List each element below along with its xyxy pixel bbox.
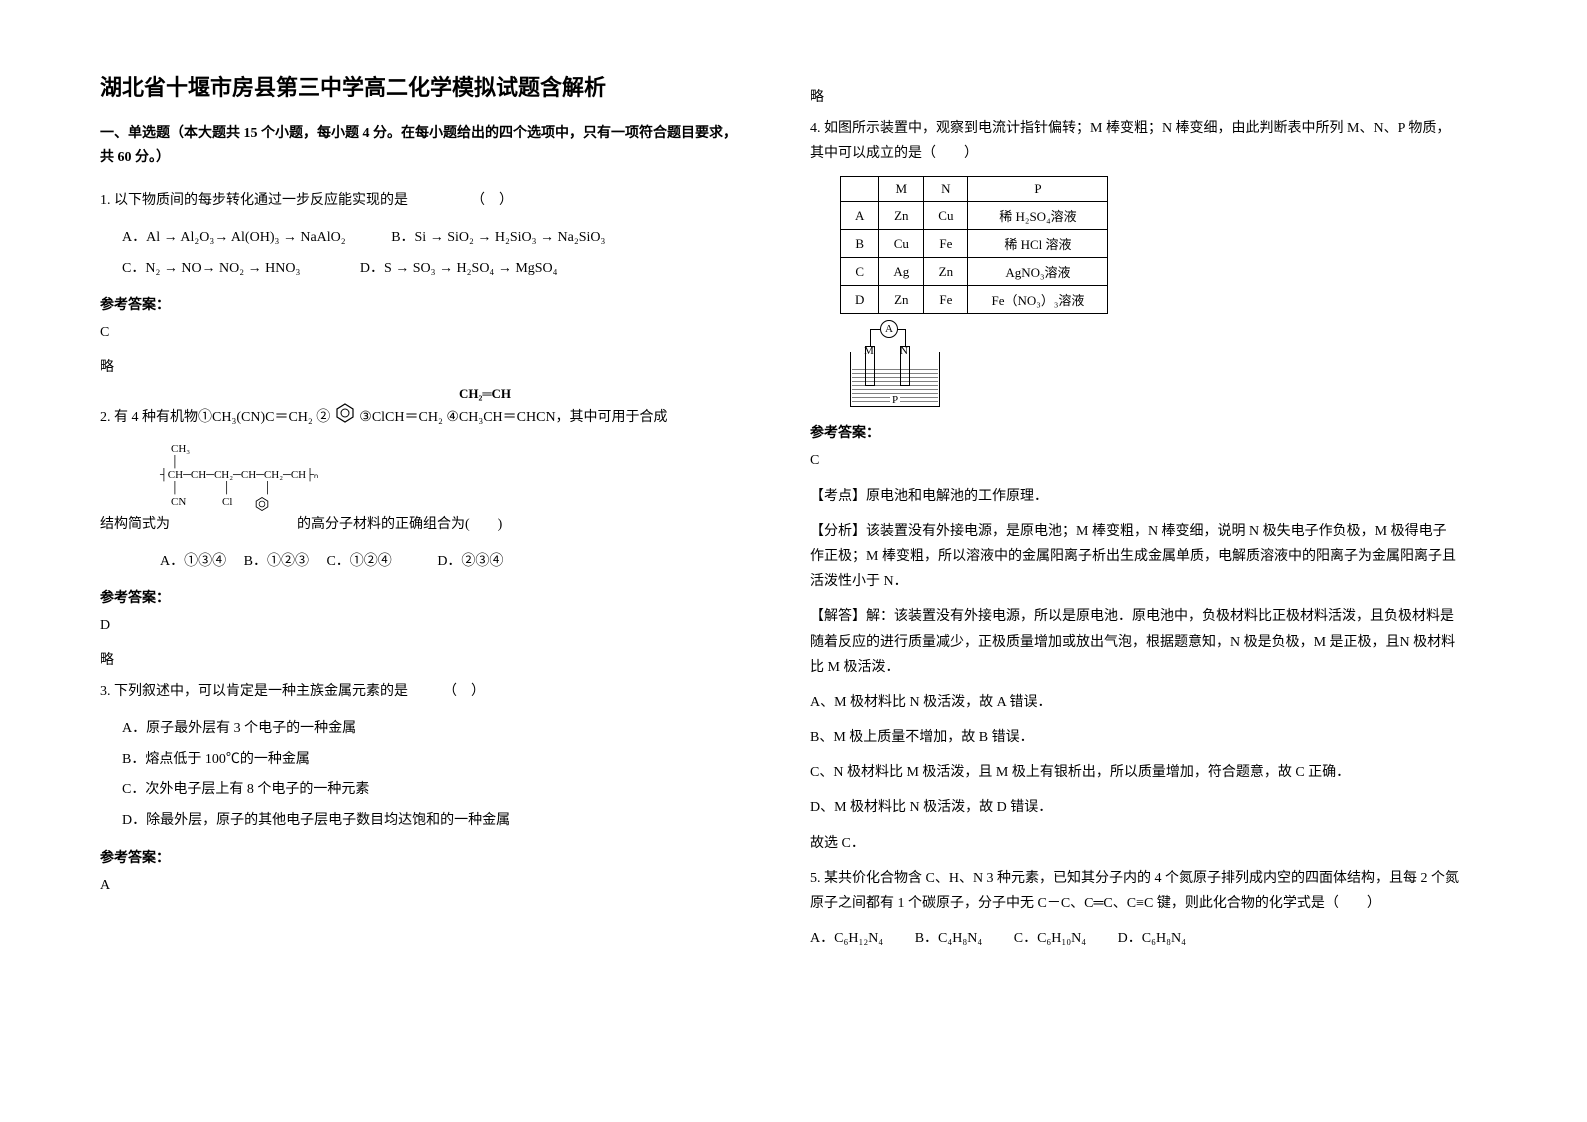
- q5-stem: 5. 某共价化合物含 C、H、N 3 种元素，已知其分子内的 4 个氮原子排列成…: [810, 866, 1460, 916]
- q1-ref-label: 参考答案：: [100, 294, 750, 314]
- q2-opt-a: A．①③④: [160, 554, 226, 569]
- q2-polymer-formula: CH₃ │ ┤CH─CH─CH₂─CH─CH₂─CH├ₙ │ │ │ CN Cl: [160, 443, 750, 512]
- q2-answer: D: [100, 613, 750, 638]
- q1-opt-a: A．Al → Al₂O₃→ Al(OH)₃ → NaAlO₂: [122, 230, 346, 245]
- cell: 稀 HCl 溶液: [968, 230, 1108, 258]
- cell: Fe: [924, 230, 968, 258]
- q4-expl-a: A、M 极材料比 N 极活泼，故 A 错误．: [810, 690, 1460, 715]
- q2-stem-post: 结构简式为: [100, 517, 170, 532]
- q5-opt-a: A．C₆H₁₂N₄: [810, 931, 883, 946]
- th-m: M: [879, 177, 924, 202]
- cell: Ag: [879, 258, 924, 286]
- q2-stem-mid: ③ClCH＝CH₂ ④CH₃CH＝CHCN，其中可用于合成: [359, 409, 667, 424]
- doc-title: 湖北省十堰市房县第三中学高二化学模拟试题含解析: [100, 70, 750, 102]
- cell: Zn: [879, 202, 924, 230]
- cell: 稀 H₂SO₄溶液: [968, 202, 1108, 230]
- q1-options: A．Al → Al₂O₃→ Al(OH)₃ → NaAlO₂ B．Si → Si…: [122, 223, 750, 285]
- q2-stem-end: 的高分子材料的正确组合为( ): [297, 517, 502, 532]
- cell: Fe: [924, 286, 968, 314]
- q2-formula-top: CH₂═CH: [220, 386, 750, 402]
- cell: Fe（NO₃）₃溶液: [968, 286, 1108, 314]
- right-column: 略 4. 如图所示装置中，观察到电流计指针偏转；M 棒变粗；N 棒变细，由此判断…: [810, 70, 1460, 961]
- q4-expl-b: B、M 极上质量不增加，故 B 错误．: [810, 725, 1460, 750]
- cell: B: [841, 230, 879, 258]
- cell: A: [841, 202, 879, 230]
- q2-ref-label: 参考答案：: [100, 587, 750, 607]
- table-row: C Ag Zn AgNO₃溶液: [841, 258, 1108, 286]
- cell: D: [841, 286, 879, 314]
- cell: AgNO₃溶液: [968, 258, 1108, 286]
- q3-opt-d: D．除最外层，原子的其他电子层电子数目均达饱和的一种金属: [122, 806, 750, 837]
- q3-opt-c: C．次外电子层上有 8 个电子的一种元素: [122, 775, 750, 806]
- q2-skip: 略: [100, 649, 750, 669]
- th-n: N: [924, 177, 968, 202]
- q2-stem-line2: 结构简式为 的高分子材料的正确组合为( ): [100, 512, 750, 537]
- col2-skip: 略: [810, 86, 1460, 106]
- q2-stem-line1: 2. 有 4 种有机物①CH₃(CN)C＝CH₂ ② ③ClCH＝CH₂ ④CH…: [100, 402, 750, 433]
- section-intro: 一、单选题（本大题共 15 个小题，每小题 4 分。在每小题给出的四个选项中，只…: [100, 122, 750, 170]
- q2-opt-d: D．②③④: [437, 554, 503, 569]
- q1-skip: 略: [100, 356, 750, 376]
- q1-opt-b: B．Si → SiO₂ → H₂SiO₃ → Na₂SiO₃: [391, 230, 605, 245]
- q4-expl-c: C、N 极材料比 M 极活泼，且 M 极上有银析出，所以质量增加，符合题意，故 …: [810, 760, 1460, 785]
- ammeter-icon: A: [880, 320, 898, 338]
- q1-stem: 1. 以下物质间的每步转化通过一步反应能实现的是 （ ）: [100, 188, 750, 213]
- cell: C: [841, 258, 879, 286]
- benzene-ring-icon: [334, 402, 356, 433]
- q2-opt-c: C．①②④: [326, 554, 391, 569]
- q4-explain-head: 【解答】解：该装置没有外接电源，所以是原电池．原电池中，负极材料比正极材料活泼，…: [810, 604, 1460, 680]
- q1-opt-c: C．N₂ → NO→ NO₂ → HNO₃: [122, 261, 300, 276]
- q5-opt-d: D．C₆H₈N₄: [1118, 931, 1186, 946]
- q3-ref-label: 参考答案：: [100, 847, 750, 867]
- q1-answer: C: [100, 320, 750, 345]
- table-row: D Zn Fe Fe（NO₃）₃溶液: [841, 286, 1108, 314]
- q4-choose: 故选 C．: [810, 831, 1460, 856]
- q4-answer: C: [810, 448, 1460, 473]
- q4-stem: 4. 如图所示装置中，观察到电流计指针偏转；M 棒变粗；N 棒变细，由此判断表中…: [810, 116, 1460, 166]
- th-blank: [841, 177, 879, 202]
- table-header-row: M N P: [841, 177, 1108, 202]
- q2-stem-pre: 2. 有 4 种有机物①CH₃(CN)C＝CH₂ ②: [100, 409, 330, 424]
- q5-opt-b: B．C₄H₈N₄: [915, 931, 983, 946]
- th-p: P: [968, 177, 1108, 202]
- q4-point: 【考点】原电池和电解池的工作原理．: [810, 484, 1460, 509]
- q3-opt-a: A．原子最外层有 3 个电子的一种金属: [122, 714, 750, 745]
- cell: Cu: [924, 202, 968, 230]
- q4-table: M N P A Zn Cu 稀 H₂SO₄溶液 B Cu Fe 稀 HCl 溶液…: [840, 176, 1108, 314]
- q3-stem: 3. 下列叙述中，可以肯定是一种主族金属元素的是 （ ）: [100, 679, 750, 704]
- q2-options: A．①③④ B．①②③ C．①②④ D．②③④: [160, 547, 750, 578]
- q5-options: A．C₆H₁₂N₄ B．C₄H₈N₄ C．C₆H₁₀N₄ D．C₆H₈N₄: [810, 926, 1460, 951]
- q3-answer: A: [100, 873, 750, 898]
- q3-opt-b: B．熔点低于 100℃的一种金属: [122, 745, 750, 776]
- q1-opt-d: D．S → SO₃ → H₂SO₄ → MgSO₄: [360, 261, 558, 276]
- table-row: B Cu Fe 稀 HCl 溶液: [841, 230, 1108, 258]
- cell: Zn: [879, 286, 924, 314]
- cell: Cu: [879, 230, 924, 258]
- solution-label: P: [890, 394, 900, 406]
- q4-expl-d: D、M 极材料比 N 极活泼，故 D 错误．: [810, 795, 1460, 820]
- q5-opt-c: C．C₆H₁₀N₄: [1014, 931, 1086, 946]
- cell: Zn: [924, 258, 968, 286]
- q3-options: A．原子最外层有 3 个电子的一种金属 B．熔点低于 100℃的一种金属 C．次…: [122, 714, 750, 837]
- q4-ref-label: 参考答案：: [810, 422, 1460, 442]
- left-column: 湖北省十堰市房县第三中学高二化学模拟试题含解析 一、单选题（本大题共 15 个小…: [100, 70, 750, 961]
- q4-circuit-diagram: A M N P: [840, 322, 950, 412]
- q2-opt-b: B．①②③: [244, 554, 309, 569]
- q4-analysis: 【分析】该装置没有外接电源，是原电池；M 棒变粗，N 棒变细，说明 N 极失电子…: [810, 519, 1460, 595]
- table-row: A Zn Cu 稀 H₂SO₄溶液: [841, 202, 1108, 230]
